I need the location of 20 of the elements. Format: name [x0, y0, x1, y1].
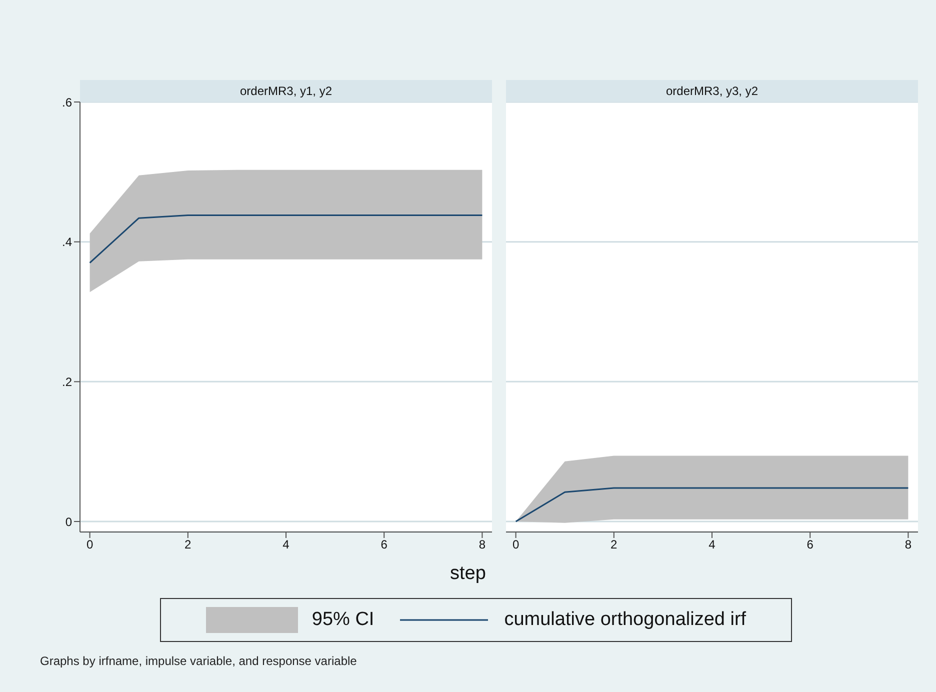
y-tick-label: .6: [62, 95, 72, 110]
x-tick-label: 4: [282, 538, 290, 552]
x-tick-label: 0: [86, 538, 94, 552]
text: Graphs by irfname, impulse variable, and response variable: [40, 654, 357, 668]
x-tick-label: 6: [380, 538, 388, 552]
legend-label: cumulative orthogonalized irf: [504, 609, 746, 631]
chart-title: orderMR3, y1, y2: [80, 80, 492, 102]
chart-title: orderMR3, y3, y2: [506, 80, 918, 102]
x-tick-label: 4: [708, 538, 716, 552]
x-tick-label: 6: [806, 538, 814, 552]
x-tick-label: 8: [478, 538, 486, 552]
text: 95% CI: [312, 609, 374, 631]
y-tick-label: 0: [65, 514, 72, 529]
x-axis-title: step: [449, 563, 487, 585]
x-tick-label: 0: [512, 538, 520, 552]
x-tick-label: 2: [610, 538, 618, 552]
y-tick-label: .4: [62, 235, 72, 250]
x-tick-label: 8: [904, 538, 912, 552]
y-tick-label: .2: [62, 374, 72, 389]
x-tick-label: 2: [184, 538, 192, 552]
